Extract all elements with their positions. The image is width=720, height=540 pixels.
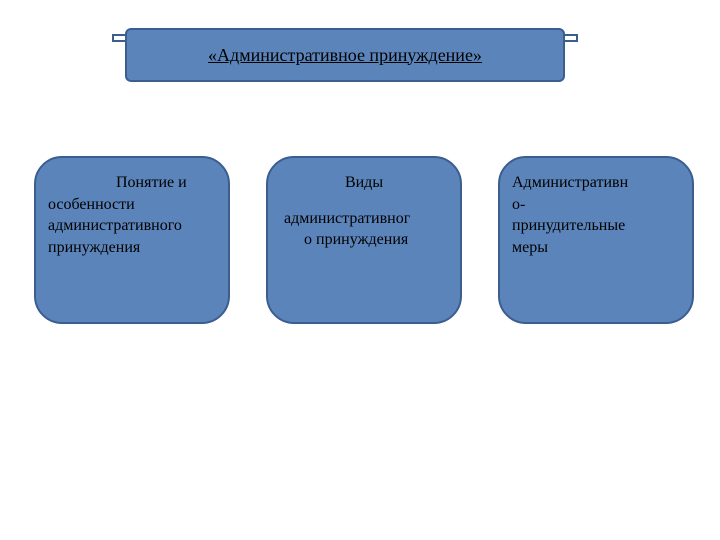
card-text-line: принуждения: [48, 237, 216, 259]
card-text-line: Виды: [280, 172, 448, 194]
card-text-line: о-: [512, 194, 680, 216]
card-text-line: Административн: [512, 172, 680, 194]
card-text-line: административного: [48, 215, 216, 237]
card-concept: Понятие и особенности административного …: [34, 156, 230, 324]
card-text-line: административног: [280, 208, 448, 230]
card-text-line: о принуждения: [280, 229, 448, 251]
spacer: [280, 194, 448, 208]
card-text-line: особенности: [48, 194, 216, 216]
title-box: «Административное принуждение»: [125, 28, 565, 82]
card-text-line: Понятие и: [48, 172, 216, 194]
title-right-connector: [563, 34, 578, 42]
card-measures: Административн о- принудительные меры: [498, 156, 694, 324]
card-text-line: принудительные: [512, 215, 680, 237]
title-text: «Административное принуждение»: [208, 45, 482, 66]
card-types: Виды административног о принуждения: [266, 156, 462, 324]
card-text-line: меры: [512, 237, 680, 259]
